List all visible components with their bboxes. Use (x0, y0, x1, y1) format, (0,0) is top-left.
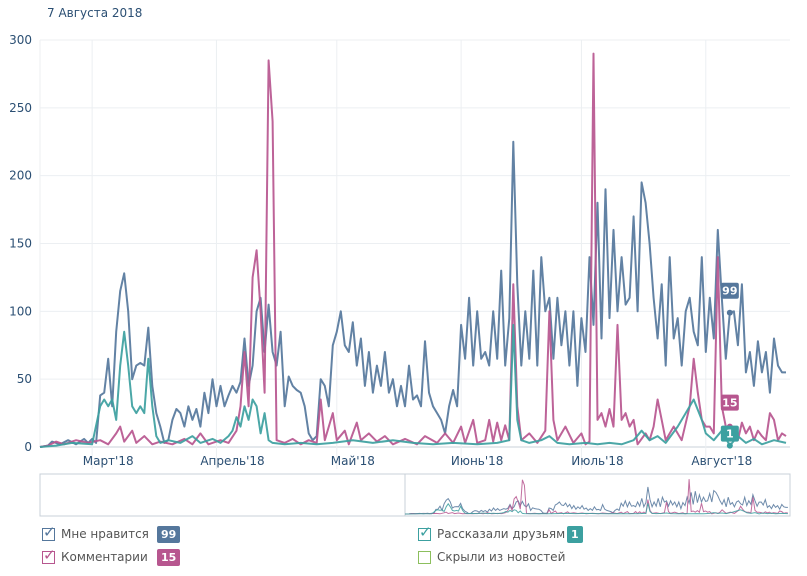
legend-label: Скрыли из новостей (437, 550, 566, 564)
x-tick-label: Июнь'18 (451, 454, 504, 468)
navigator-line-likes (404, 486, 788, 515)
series-line-shares (39, 323, 787, 448)
badge-value: 99 (722, 285, 737, 298)
legend-label: Мне нравится (61, 527, 149, 541)
legend-item[interactable]: ✓ Рассказали друзьям (418, 522, 566, 541)
check-icon: ✓ (419, 522, 432, 541)
legend-count-badge: 99 (157, 526, 181, 543)
x-tick-label: Июль'18 (571, 454, 623, 468)
legend-checkbox[interactable] (418, 550, 431, 564)
badge-background (720, 425, 739, 442)
highlight-point-likes (726, 309, 733, 316)
x-tick-label: Август'18 (691, 454, 752, 468)
legend-checkbox[interactable]: ✓ (42, 545, 56, 564)
navigator-line-shares (404, 502, 788, 515)
y-tick-label: 0 (24, 440, 32, 454)
check-icon: ✓ (43, 545, 56, 564)
selected-date-label: 7 Августа 2018 (47, 6, 143, 20)
y-tick-label: 50 (17, 372, 32, 386)
check-icon: ✓ (43, 522, 56, 541)
x-tick-label: Апрель'18 (200, 454, 264, 468)
legend-checkbox[interactable]: ✓ (42, 522, 56, 541)
highlight-badge-comments: 15 (720, 394, 739, 411)
badge-background (720, 282, 739, 299)
highlight-point-shares (726, 442, 733, 449)
x-tick-label: Май'18 (331, 454, 375, 468)
legend-label: Комментарии (61, 550, 148, 564)
legend-count-badge: 15 (157, 549, 181, 566)
y-tick-label: 250 (9, 101, 32, 115)
legend-item[interactable]: ✓ Мне нравится (42, 522, 149, 541)
legend-item[interactable]: ✓ Комментарии (42, 545, 148, 564)
badge-background (720, 394, 739, 411)
navigator-frame (39, 473, 791, 517)
legend-count-badge: 1 (567, 526, 583, 543)
y-tick-label: 300 (9, 33, 32, 47)
y-tick-label: 150 (9, 237, 32, 251)
badge-value: 15 (722, 397, 737, 410)
legend-item[interactable]: Скрыли из новостей (418, 550, 565, 564)
highlight-badge-likes: 99 (720, 282, 739, 299)
highlight-badge-shares: 1 (720, 425, 739, 442)
y-tick-label: 100 (9, 304, 32, 318)
legend-checkbox[interactable]: ✓ (418, 522, 432, 541)
legend-label: Рассказали друзьям (437, 527, 566, 541)
badge-value: 1 (726, 428, 734, 441)
x-tick-label: Март'18 (83, 454, 134, 468)
y-tick-label: 200 (9, 169, 32, 183)
series-line-likes (39, 140, 786, 448)
